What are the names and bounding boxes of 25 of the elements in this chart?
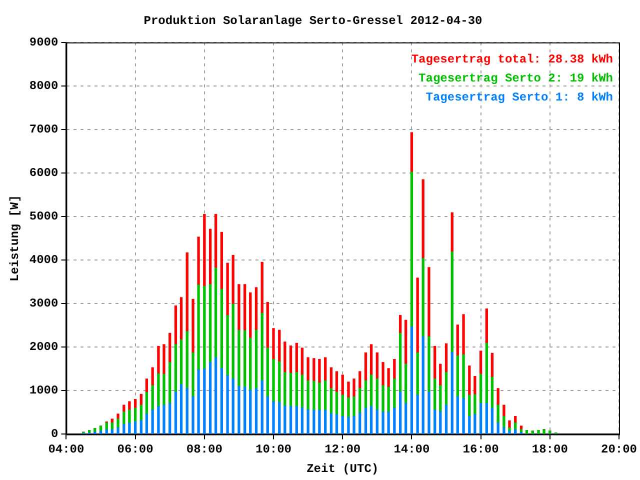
y-tick-label: 1000: [29, 384, 58, 398]
x-tick-label: 10:00: [255, 442, 292, 456]
x-tick-label: 04:00: [48, 442, 84, 456]
y-tick-label: 8000: [29, 78, 58, 93]
chart-title: Produktion Solaranlage Serto-Gressel 2012-04-30: [144, 14, 482, 28]
x-tick-label: 08:00: [186, 442, 222, 456]
y-tick-label: 7000: [29, 122, 58, 136]
x-tick-label: 18:00: [532, 442, 568, 456]
text: Tagesertrag Serto 1: 8 kWh: [426, 90, 613, 104]
x-tick-label: 14:00: [394, 442, 430, 456]
text: Tagesertrag Serto 2: 19 kWh: [418, 71, 613, 86]
y-tick-label: 2000: [29, 340, 58, 354]
x-tick-label: 16:00: [462, 442, 499, 456]
y-tick-label: 6000: [29, 166, 58, 180]
y-tick-label: 9000: [29, 35, 58, 50]
x-axis-title: Zeit (UTC): [306, 462, 379, 476]
x-tick-label: 12:00: [324, 442, 361, 456]
y-tick-label: 5000: [29, 210, 58, 224]
y-tick-label: 0: [51, 427, 58, 442]
y-tick-label: 3000: [29, 296, 58, 311]
x-tick-label: 06:00: [117, 442, 154, 456]
y-tick-label: 4000: [29, 253, 58, 268]
x-tick-label: 20:00: [600, 442, 638, 456]
text: Tagesertrag total: 28.38 kWh: [411, 52, 613, 66]
y-axis-title: Leistung [W]: [8, 195, 22, 282]
